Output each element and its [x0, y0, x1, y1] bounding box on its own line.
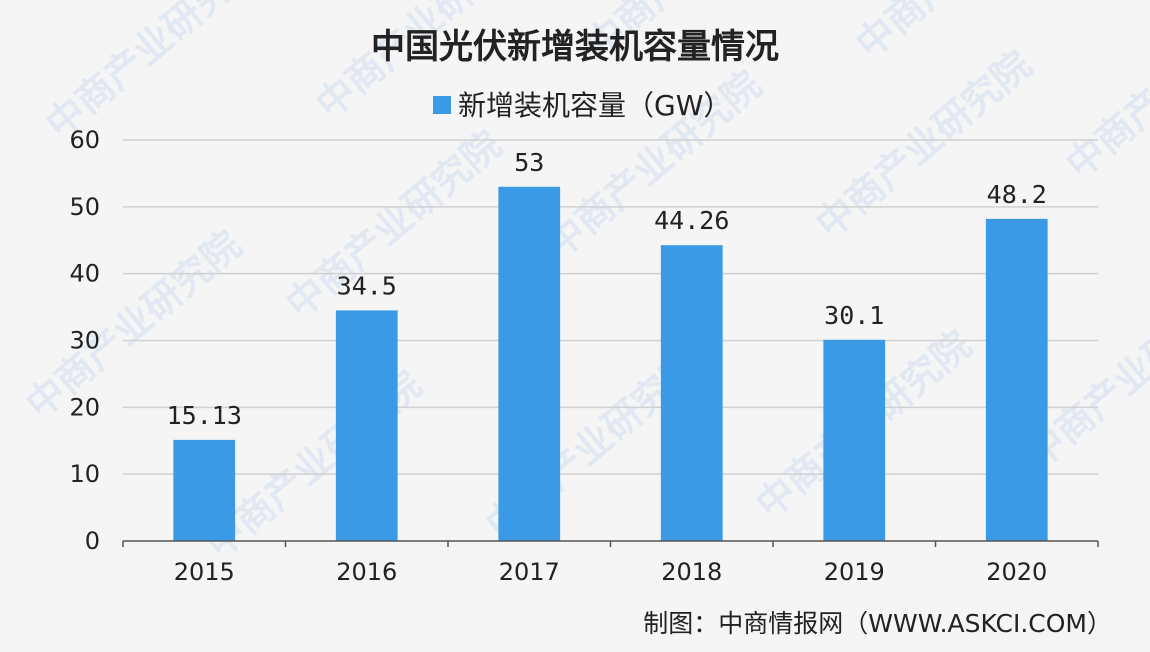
watermark-text: 中商产业研究院	[808, 42, 1040, 247]
y-axis-ticks: 0 10 20 30 40 50 60	[69, 126, 100, 555]
watermark-text: 中商产业研究院	[848, 0, 1080, 67]
watermark-text: 中商产业研究院	[1058, 0, 1150, 187]
watermark-text: 中商产业研究院	[38, 0, 270, 147]
bars	[173, 186, 1048, 542]
legend: 新增装机容量（GW）	[433, 89, 731, 122]
x-axis-ticks: 2015 2016 2017 2018 2019 2020	[122, 541, 1099, 586]
bar-2019	[823, 339, 886, 541]
bar-2016	[335, 310, 398, 541]
bar-2017	[498, 186, 561, 542]
y-tick-label: 10	[69, 460, 100, 488]
data-label-2020: 48.2	[987, 180, 1047, 209]
credit-text: 制图：中商情报网（WWW.ASKCI.COM）	[643, 609, 1112, 638]
legend-swatch	[433, 96, 451, 114]
data-label-2018: 44.26	[654, 206, 729, 235]
x-tick-label-2017: 2017	[499, 558, 560, 586]
y-tick-label: 20	[69, 393, 100, 421]
y-tick-label: 50	[69, 193, 100, 221]
data-label-2017: 53	[514, 148, 544, 177]
data-labels: 15.13 34.5 53 44.26 30.1 48.2	[167, 148, 1047, 430]
gridlines	[123, 139, 1098, 475]
bar-2018	[660, 245, 723, 541]
x-tick-label-2016: 2016	[336, 558, 397, 586]
y-tick-label: 0	[85, 527, 100, 555]
bar-2020	[985, 218, 1048, 541]
x-tick-label-2018: 2018	[661, 558, 722, 586]
x-tick-label-2015: 2015	[174, 558, 235, 586]
data-label-2016: 34.5	[337, 271, 397, 300]
bar-2015	[173, 439, 236, 541]
x-tick-label-2019: 2019	[824, 558, 885, 586]
legend-label: 新增装机容量（GW）	[458, 89, 731, 122]
watermark-text: 中商产业研究院	[18, 222, 250, 427]
y-tick-label: 40	[69, 260, 100, 288]
x-tick-label-2020: 2020	[986, 558, 1047, 586]
y-tick-label: 60	[69, 126, 100, 154]
chart-title: 中国光伏新增装机容量情况	[371, 27, 779, 67]
data-label-2019: 30.1	[824, 301, 884, 330]
y-tick-label: 30	[69, 327, 100, 355]
data-label-2015: 15.13	[167, 401, 242, 430]
